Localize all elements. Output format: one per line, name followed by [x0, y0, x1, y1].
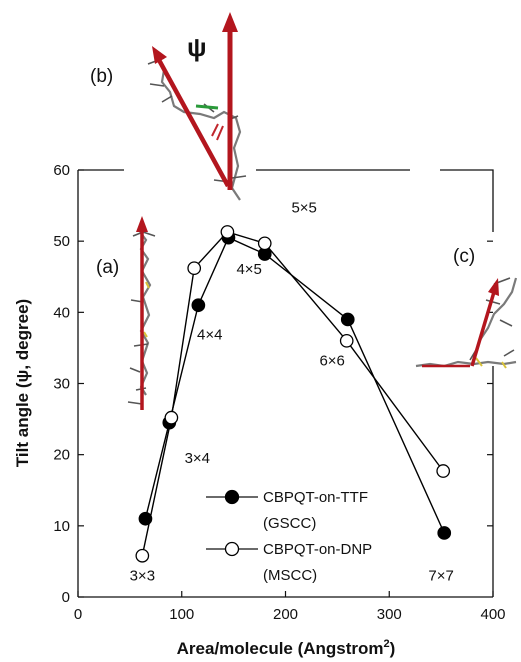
series-markers	[135, 225, 452, 563]
lattice-label: 4×5	[236, 261, 261, 278]
inset-c-molecule: (c)	[415, 246, 518, 369]
legend-marker-series-1	[224, 489, 240, 505]
arrow-c-shaft	[470, 291, 496, 367]
molecule-b-red	[211, 123, 224, 141]
panel-label-c: (c)	[453, 246, 475, 267]
y-tick-label: 20	[53, 447, 70, 464]
y-tick-label: 60	[53, 162, 70, 179]
molecule-c-sidegroups	[469, 277, 515, 361]
molecule-b-chain	[157, 57, 242, 201]
series-2-point	[339, 333, 354, 348]
legend-label-series-1: CBPQT-on-TTF	[263, 489, 368, 506]
series-2-point	[187, 261, 202, 276]
series-1-point	[437, 526, 452, 540]
series-1-point	[191, 298, 206, 313]
legend: CBPQT-on-TTF (GSCC) CBPQT-on-DNP (MSCC)	[206, 489, 372, 584]
y-tick-label: 0	[62, 589, 70, 606]
psi-symbol: ψ	[187, 32, 207, 62]
arrow-c-head	[488, 278, 499, 296]
molecule-c-chain	[415, 277, 518, 368]
lattice-label: 7×7	[428, 568, 453, 585]
panel-label-a: (a)	[96, 257, 119, 278]
inset-b-molecule: (b) ψ	[90, 12, 247, 201]
molecule-b-green	[195, 104, 219, 110]
x-tick-label: 0	[74, 606, 82, 623]
legend-label-series-2: CBPQT-on-DNP	[263, 541, 372, 558]
lattice-label: 6×6	[319, 353, 344, 370]
lattice-label: 3×3	[130, 568, 155, 585]
series-1-point	[138, 511, 153, 526]
right-axis-upper	[440, 169, 494, 232]
axis-ticks	[77, 169, 494, 598]
series-2-point	[257, 236, 272, 251]
inset-a-molecule: (a)	[96, 216, 156, 410]
arrow-b-tilted-shaft	[157, 58, 230, 188]
series-2-point	[164, 410, 179, 425]
legend-sublabel-series-2: (MSCC)	[263, 567, 317, 584]
x-tick-label: 400	[480, 606, 505, 623]
x-tick-label: 100	[169, 606, 194, 623]
legend-sublabel-series-1: (GSCC)	[263, 515, 316, 532]
series-2-point	[220, 225, 235, 239]
series-lines	[141, 231, 445, 556]
arrow-a-head	[136, 216, 148, 232]
x-tick-label: 300	[377, 606, 402, 623]
lattice-annotations: 3×3 3×4 4×4 4×5 5×5 6×6 7×7	[130, 200, 454, 585]
lattice-label: 4×4	[197, 326, 222, 343]
molecule-c-highlight	[475, 357, 507, 369]
x-tick-label: 200	[273, 606, 298, 623]
x-axis-title: Area/molecule (Angstrom2)	[177, 638, 396, 658]
y-tick-label: 40	[53, 304, 70, 321]
series-1-point	[340, 312, 355, 327]
arrow-b-tilted-head	[152, 46, 167, 64]
tick-labels: 0 100 200 300 400 0 10 20 30 40 50 60	[53, 162, 505, 623]
panel-label-b: (b)	[90, 66, 113, 87]
series-line-2	[141, 231, 444, 556]
y-tick-label: 10	[53, 518, 70, 535]
series-2-point	[135, 548, 150, 563]
arrow-b-vertical-head	[222, 12, 238, 32]
y-tick-label: 50	[53, 233, 70, 250]
y-axis-title: Tilt angle (ψ, degree)	[13, 299, 32, 467]
lattice-label: 5×5	[291, 200, 316, 217]
lattice-label: 3×4	[185, 450, 210, 467]
series-2-point	[436, 464, 451, 478]
y-tick-label: 30	[53, 376, 70, 393]
molecule-a-highlight	[143, 281, 150, 338]
legend-marker-series-2	[224, 541, 240, 557]
